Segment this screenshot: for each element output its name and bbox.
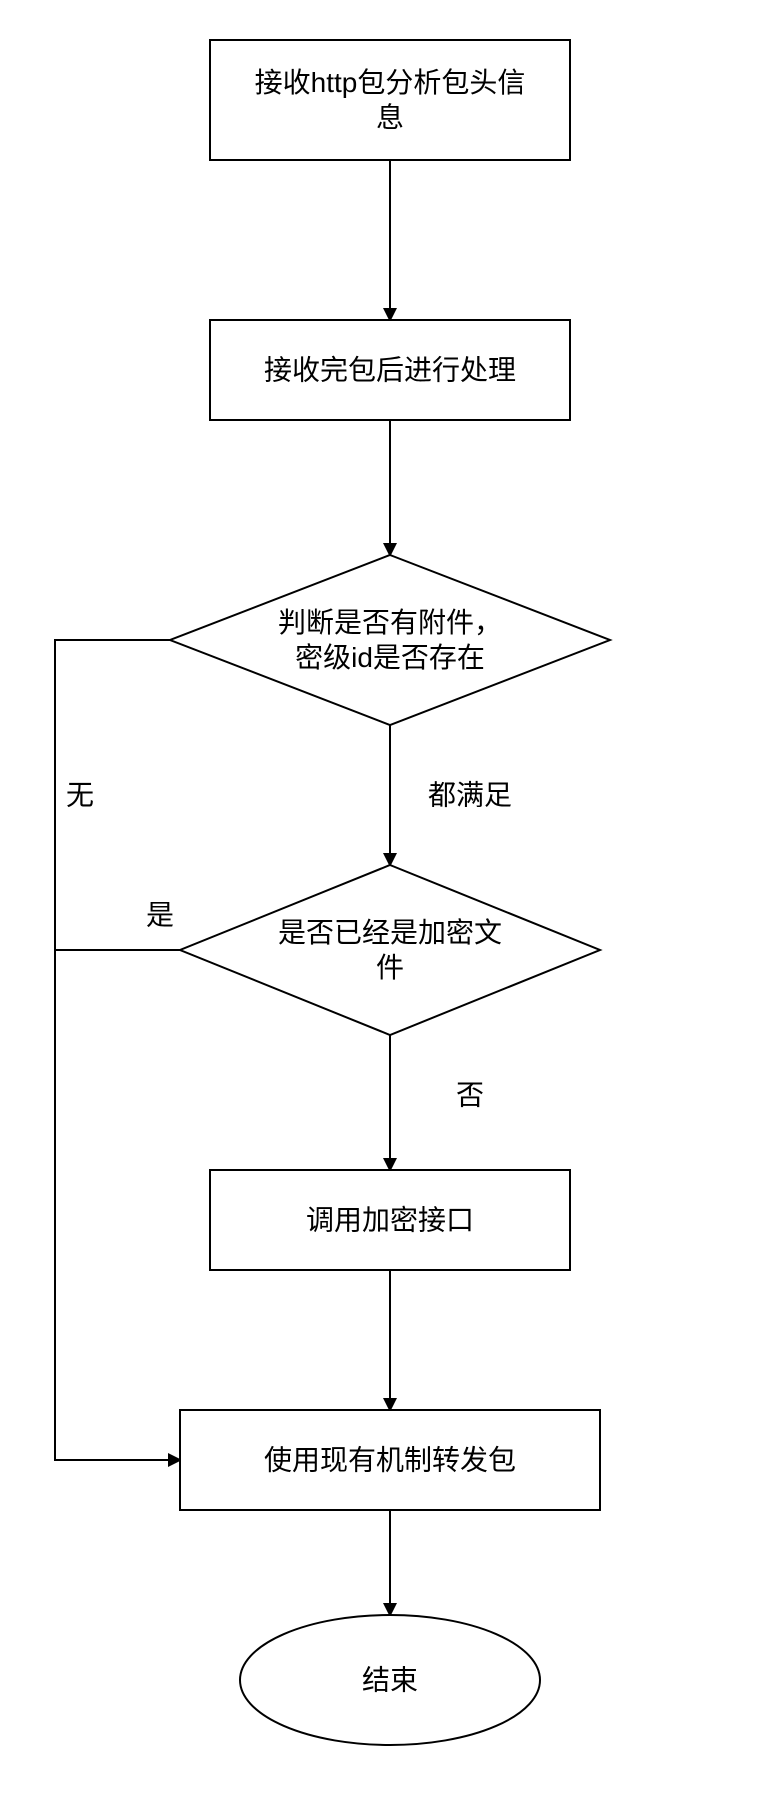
node-n4: 是否已经是加密文件 (180, 865, 600, 1035)
edge-label-n3-n4: 都满足 (428, 780, 512, 811)
edge-label-n4-n6: 是 (146, 900, 174, 931)
node-n4-line1: 件 (376, 952, 404, 983)
node-n5-line0: 调用加密接口 (306, 1205, 474, 1236)
edge-n3-n6 (55, 640, 180, 1460)
node-n6: 使用现有机制转发包 (180, 1410, 600, 1510)
node-n2-line0: 接收完包后进行处理 (264, 355, 516, 386)
node-n5: 调用加密接口 (210, 1170, 570, 1270)
node-n1-line0: 接收http包分析包头信 (255, 67, 526, 98)
node-n7-line0: 结束 (362, 1665, 418, 1696)
node-n3: 判断是否有附件， 密级id是否存在 (170, 555, 610, 725)
node-n3-line1: 密级id是否存在 (295, 642, 485, 673)
node-n4-line0: 是否已经是加密文 (278, 917, 502, 948)
flowchart-canvas: 都满足否 无是 接收http包分析包头信息接收完包后进行处理判断是否有附件， 密级id… (0, 0, 778, 1795)
edge-label-n4-n5: 否 (456, 1080, 484, 1111)
node-n6-line0: 使用现有机制转发包 (264, 1445, 516, 1476)
node-n3-line0: 判断是否有附件， (278, 607, 502, 638)
node-n1: 接收http包分析包头信息 (210, 40, 570, 160)
node-n1-line1: 息 (376, 102, 404, 133)
node-n7: 结束 (240, 1615, 540, 1745)
edge-label-n3-n6: 无 (66, 780, 94, 811)
node-n2: 接收完包后进行处理 (210, 320, 570, 420)
